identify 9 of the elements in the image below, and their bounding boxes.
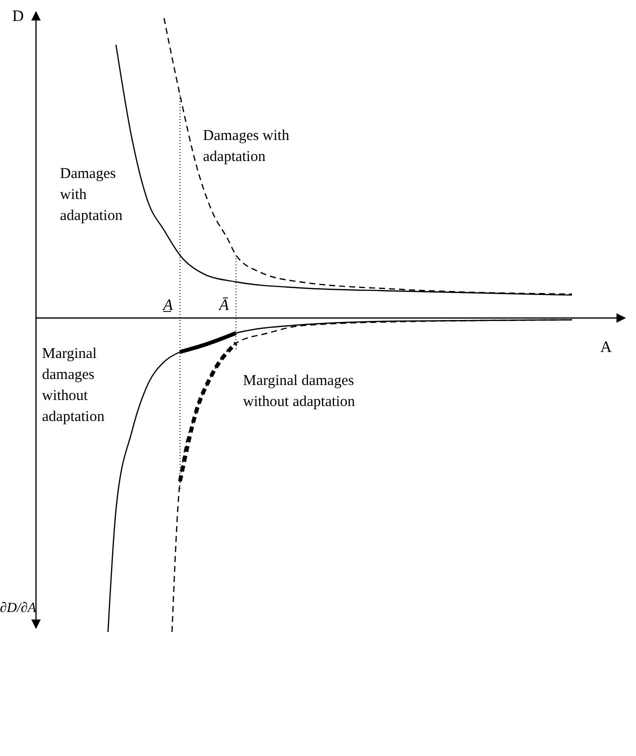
y-axis-title: D: [12, 8, 24, 25]
x-axis-title: A: [600, 339, 612, 356]
series-label: Damages with adaptation: [60, 166, 123, 224]
series-label: Marginal damages without adaptation: [243, 373, 356, 410]
annotation: Ā: [218, 297, 230, 314]
series-label: Marginal damages without adaptation: [42, 346, 105, 425]
series-label: Damages with adaptation: [203, 128, 290, 165]
annotation: A̲: [162, 297, 174, 314]
annotation: ∂D/∂A: [0, 601, 37, 616]
